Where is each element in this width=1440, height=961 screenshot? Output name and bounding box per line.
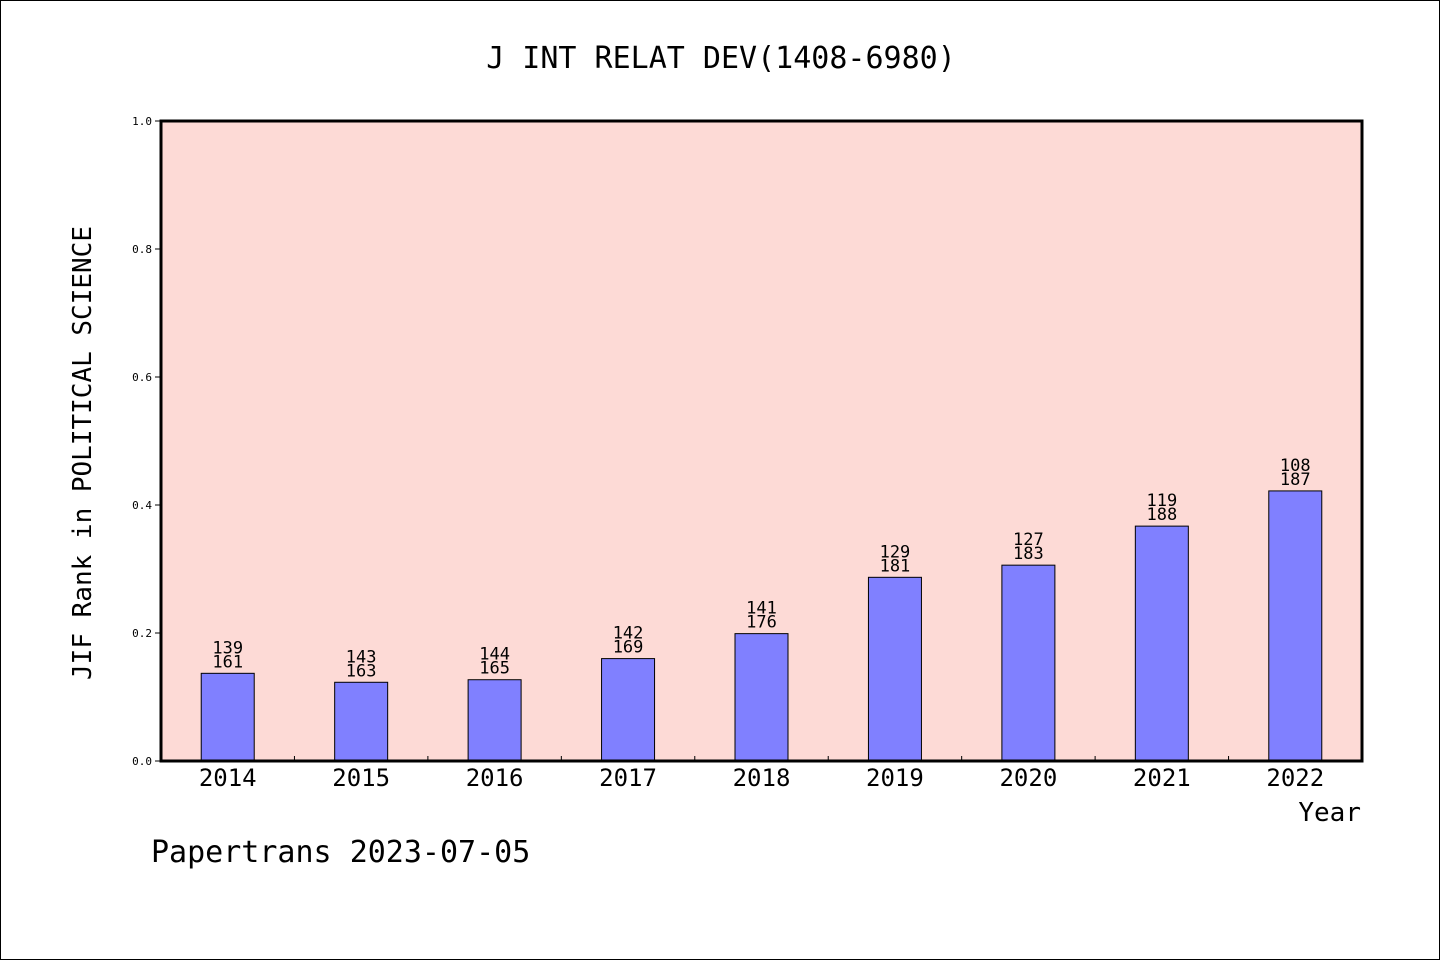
x-tick-label: 2019 <box>866 764 924 792</box>
bar-rank-label: 143 <box>346 647 377 667</box>
bar-total-label: 163 <box>346 661 377 681</box>
plot-border <box>159 119 1364 763</box>
y-tick-label: 0.6 <box>132 371 152 384</box>
y-tick-label: 0.8 <box>132 243 152 256</box>
y-axis-label: JIF Rank in POLITICAL SCIENCE <box>68 226 98 680</box>
footer-watermark: Papertrans 2023-07-05 <box>151 835 530 870</box>
y-tick-label: 0.0 <box>132 755 152 768</box>
bar-2021 <box>1134 525 1189 762</box>
x-tick-label: 2016 <box>466 764 524 792</box>
x-axis-ticks: 2014 2015 2016 2017 2018 2019 2020 2021 2022 <box>160 756 1363 792</box>
bar-total-label: 169 <box>613 638 644 658</box>
bar-total-label: 187 <box>1280 470 1311 490</box>
bar-2022 <box>1268 490 1323 762</box>
footer-date: 2023-07-05 <box>349 835 531 870</box>
bar-total-label: 176 <box>746 613 777 633</box>
bar-2014 <box>200 672 255 762</box>
x-tick-label: 2014 <box>199 764 257 792</box>
x-tick-label: 2015 <box>332 764 390 792</box>
bar-2018 <box>734 633 789 762</box>
y-axis-ticks: 0.0 0.2 0.4 0.6 0.8 1.0 <box>132 115 161 768</box>
y-tick-label: 1.0 <box>132 115 152 128</box>
bar-rank-label: 119 <box>1146 491 1177 511</box>
bar-rank-label: 129 <box>880 542 911 562</box>
bar-total-label: 181 <box>880 556 911 576</box>
x-tick-label: 2022 <box>1266 764 1324 792</box>
y-tick-label: 0.4 <box>132 499 152 512</box>
x-tick-label: 2021 <box>1133 764 1191 792</box>
chart-title: J INT RELAT DEV(1408-6980) <box>486 41 956 76</box>
bar-2016 <box>467 679 522 762</box>
x-axis-label: Year <box>1298 798 1361 828</box>
bar-rank-label: 141 <box>746 599 777 619</box>
bar-total-label: 188 <box>1146 505 1177 525</box>
x-tick-label: 2020 <box>999 764 1057 792</box>
bar-rank-label: 144 <box>479 645 510 665</box>
bar-rank-label: 139 <box>212 638 243 658</box>
x-tick-label: 2017 <box>599 764 657 792</box>
x-tick-label: 2018 <box>733 764 791 792</box>
bar-2020 <box>1001 564 1056 762</box>
bar-rank-label: 108 <box>1280 456 1311 476</box>
bar-2019 <box>867 576 922 762</box>
bar-2017 <box>601 658 656 762</box>
footer-source: Papertrans <box>151 835 332 870</box>
y-tick-label: 0.2 <box>132 627 152 640</box>
bar-total-label: 165 <box>479 659 510 679</box>
bar-2015 <box>334 681 389 762</box>
bar-total-label: 183 <box>1013 544 1044 564</box>
bar-total-label: 161 <box>212 652 243 672</box>
bar-rank-label: 127 <box>1013 530 1044 550</box>
bar-rank-label: 142 <box>613 624 644 644</box>
